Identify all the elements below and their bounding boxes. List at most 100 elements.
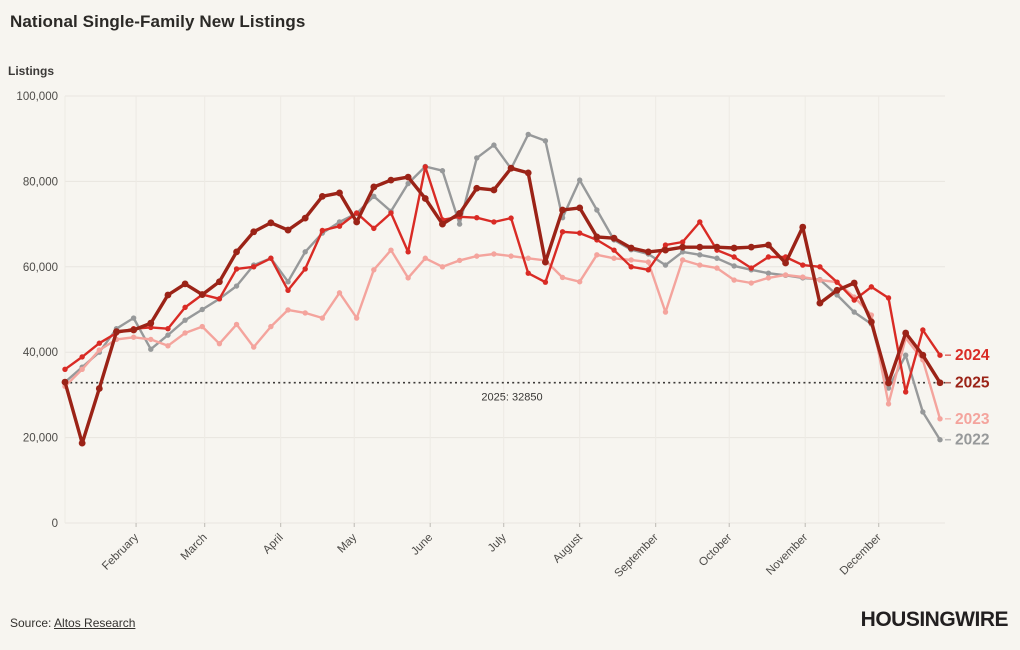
series-point-2023 (79, 366, 85, 372)
series-point-2024 (388, 210, 394, 216)
series-point-2025 (404, 173, 412, 181)
series-point-2024 (748, 265, 754, 271)
x-month-label: March (179, 532, 210, 563)
series-point-2022 (765, 270, 772, 276)
series-point-2025 (370, 183, 378, 191)
series-point-2025 (936, 379, 944, 387)
series-point-2024 (216, 296, 223, 302)
series-point-2023 (594, 252, 600, 258)
series-point-2024 (371, 225, 377, 232)
series-point-2023 (285, 307, 291, 313)
series-point-2024 (233, 266, 240, 272)
series-point-2024 (559, 229, 566, 235)
series-point-2025 (799, 223, 807, 231)
series-point-2025 (113, 328, 120, 336)
source-link[interactable]: Altos Research (54, 616, 136, 630)
series-point-2023 (422, 255, 428, 261)
series-point-2025 (130, 326, 138, 334)
series-point-2022 (148, 346, 154, 352)
series-point-2025 (318, 192, 326, 200)
series-point-2022 (371, 193, 377, 200)
series-point-2025 (301, 214, 309, 222)
series-end-label-2025: 2025 (955, 375, 990, 392)
series-point-2023 (371, 267, 377, 273)
series-point-2025 (593, 233, 601, 241)
series-point-2022 (920, 409, 926, 415)
series-point-2025 (902, 329, 910, 337)
x-month-label: December (838, 532, 884, 578)
series-point-2025 (559, 206, 566, 214)
series-point-2024 (679, 239, 686, 245)
series-point-2023 (714, 265, 720, 271)
y-tick-label: 0 (52, 518, 58, 530)
series-point-2024 (251, 264, 257, 270)
reference-annotation: 2025: 32850 (481, 392, 542, 404)
series-point-2023 (645, 259, 652, 265)
series-point-2022 (662, 262, 669, 268)
series-point-2024 (834, 279, 840, 285)
y-axis-title: Listings (8, 64, 55, 78)
series-point-2023 (216, 340, 223, 347)
series-point-2023 (96, 347, 103, 353)
series-point-2022 (285, 279, 291, 285)
series-point-2023 (474, 253, 480, 259)
series-point-2022 (491, 142, 497, 148)
series-point-2025 (713, 243, 721, 251)
series-point-2022 (577, 177, 583, 183)
y-tick-label: 20,000 (23, 433, 58, 445)
series-point-2024 (851, 297, 857, 303)
series-point-2024 (182, 304, 188, 311)
series-line-2023 (63, 248, 942, 420)
series-point-2024 (902, 389, 909, 395)
series-point-2022 (731, 263, 737, 269)
series-point-2023 (148, 336, 154, 343)
series-point-2024 (731, 254, 737, 260)
x-month-label: October (697, 532, 735, 570)
series-point-2023 (611, 255, 617, 261)
series-point-2023 (130, 334, 137, 340)
series-point-2024 (542, 279, 549, 285)
series-point-2024 (920, 327, 926, 333)
series-point-2023 (800, 274, 806, 280)
series-point-2025 (627, 244, 635, 252)
series-line-2024 (63, 165, 942, 394)
series-point-2022 (302, 249, 308, 255)
series-point-2024 (765, 254, 772, 260)
series-point-2025 (473, 184, 481, 192)
series-point-2023 (679, 257, 686, 263)
series-point-2025 (95, 385, 103, 392)
series-point-2024 (422, 164, 428, 170)
series-point-2023 (456, 257, 463, 264)
series-point-2024 (405, 249, 411, 255)
series-point-2023 (199, 323, 205, 330)
series-point-2022 (885, 385, 892, 391)
series-point-2025 (353, 218, 361, 226)
series-point-2025 (765, 241, 772, 249)
series-point-2025 (284, 226, 292, 234)
series-point-2025 (490, 186, 498, 194)
series-point-2022 (233, 283, 240, 289)
series-point-2025 (181, 280, 189, 288)
series-point-2025 (198, 291, 206, 298)
series-point-2024 (62, 366, 68, 372)
series-point-2025 (78, 439, 86, 447)
series-point-2024 (868, 284, 875, 290)
series-point-2025 (507, 164, 515, 172)
series-point-2025 (885, 379, 892, 387)
series-point-2025 (439, 220, 446, 228)
series-point-2024 (336, 223, 343, 229)
series-point-2023 (353, 315, 360, 321)
series-point-2025 (250, 228, 258, 236)
series-point-2023 (182, 330, 188, 336)
series-point-2025 (850, 279, 858, 287)
series-point-2024 (491, 219, 497, 225)
series-point-2023 (748, 280, 754, 286)
series-point-2025 (867, 318, 875, 326)
series-point-2022 (474, 155, 480, 161)
series-point-2022 (165, 332, 171, 338)
series-point-2024 (662, 242, 669, 248)
series-point-2022 (851, 309, 857, 315)
series-point-2022 (405, 180, 411, 187)
series-point-2024 (645, 267, 652, 273)
